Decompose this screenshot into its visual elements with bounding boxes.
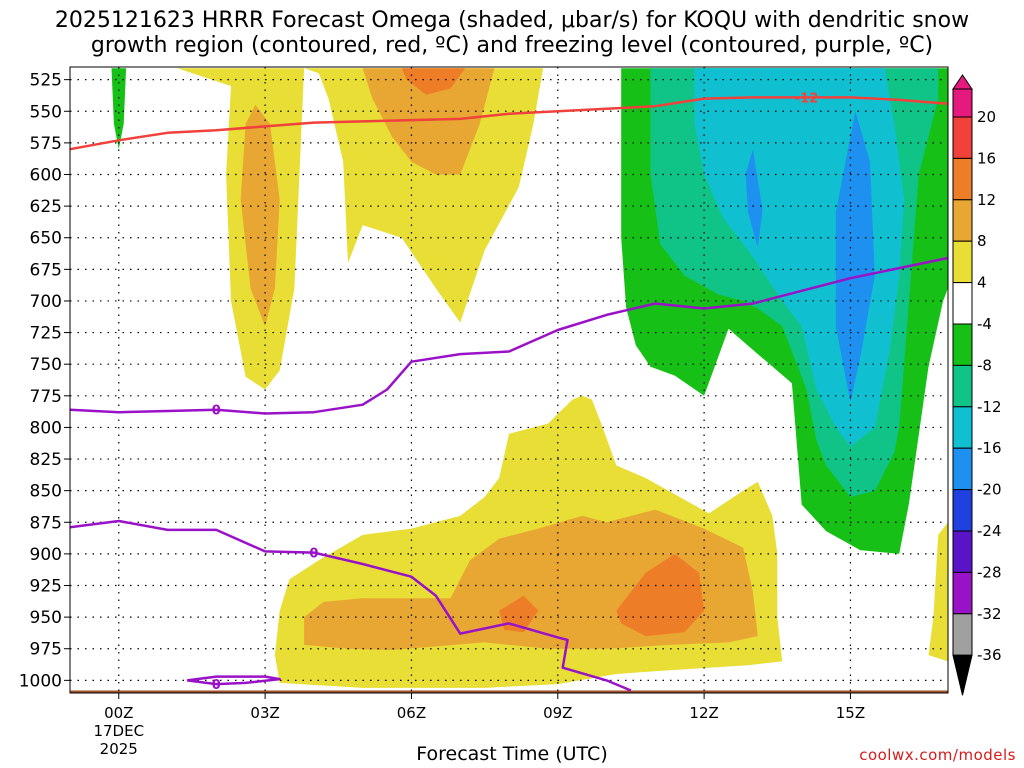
colorbar-tick-10: -24 [977,522,1002,540]
x-axis-label: Forecast Time (UTC) [416,743,608,765]
xtick-label-15Z: 15Z [836,704,865,722]
ytick-label-725: 725 [30,324,62,344]
omega-lt4-region-early [177,68,305,390]
colorbar-tick-0: 20 [977,108,996,126]
colorbar-tick-8: -16 [977,439,1002,457]
ytick-label-900: 900 [30,545,62,565]
xtick-label-09Z: 09Z [543,704,572,722]
chart-title-line2: growth region (contoured, red, ºC) and f… [90,33,934,58]
ytick-label-775: 775 [30,387,62,407]
colorbar-tick-12: -32 [977,605,1002,623]
ytick-label-525: 525 [30,71,62,91]
ytick-label-625: 625 [30,197,62,217]
chart-title-line1: 2025121623 HRRR Forecast Omega (shaded, … [54,8,970,33]
series-line-0 [69,96,949,151]
ytick-label-675: 675 [30,260,62,280]
ytick-label-800: 800 [30,418,62,438]
omega-blue-region-b [835,111,875,403]
series-label-3: 0 [212,678,221,693]
omega-green-streak [111,68,127,150]
ytick-label-700: 700 [30,292,62,312]
ytick-label-750: 750 [30,355,62,375]
colorbar-band-11 [952,571,973,615]
ytick-label-575: 575 [30,134,62,154]
xtick-label-12Z: 12Z [689,704,718,722]
colorbar-band-0 [952,116,973,159]
colorbar-tick-2: 12 [977,191,996,209]
omega-lt8-region-early [240,104,280,327]
ytick-label-550: 550 [30,102,62,122]
omega-lt8-region-mid [362,68,495,175]
xtick-year-label: 2025 [100,740,138,758]
colorbar-band-4 [952,282,973,325]
colorbar-band-3 [952,240,973,284]
colorbar-band-1 [952,157,973,201]
ytick-label-650: 650 [30,229,62,249]
colorbar-tick-1: 16 [977,149,996,167]
colorbar-band-10 [952,530,973,573]
ground-strip [70,690,948,693]
source-credit[interactable]: coolwx.com/models [859,746,1016,764]
omega-shading-layer [111,68,948,688]
ytick-label-850: 850 [30,482,62,502]
xtick-date-label: 17DEC [93,722,144,740]
axis-ticks: 525 550 575 600 625 650 675 700 725 750 775 800 825 8… [19,71,865,758]
ytick-label-950: 950 [30,608,62,628]
colorbar-band-2 [952,199,973,242]
xtick-label-00Z: 00Z [104,704,133,722]
series-label-0: -12 [795,91,819,106]
series-label-2: 0 [309,547,318,562]
colorbar-tick-7: -12 [977,398,1002,416]
colorbar-band-5 [952,323,973,366]
colorbar-tick-11: -28 [977,563,1002,581]
colorbar-tick-9: -20 [977,481,1002,499]
colorbar-tick-3: 8 [977,232,987,250]
colorbar-tick-5: -4 [977,315,992,333]
ytick-label-600: 600 [30,165,62,185]
colorbar-tick-4: 4 [977,274,987,292]
omega-lt4-region-mid [304,68,544,323]
colorbar-top-arrow [952,74,973,90]
series-line-3 [186,675,281,686]
colorbar: 20 16 12 8 4 -4 -8 -12 -16 -20 -24 -28 -32 -36 [952,74,1002,696]
colorbar-band-top [952,88,973,118]
colorbar-tick-6: -8 [977,356,992,374]
series-label-1: 0 [212,404,221,419]
colorbar-band-6 [952,364,973,408]
series-line-2 [69,519,632,692]
ytick-label-875: 875 [30,513,62,533]
ytick-label-825: 825 [30,450,62,470]
omega-lt4-region-edge [928,522,948,662]
series-line-1 [69,256,949,415]
xtick-label-06Z: 06Z [397,704,426,722]
omega-blue-region-a [745,149,763,248]
omega-lt12-region-low-a [616,553,705,637]
xtick-label-03Z: 03Z [250,704,279,722]
plot-frame [69,66,949,694]
colorbar-band-7 [952,406,973,449]
omega-lt12-region-mid [401,68,466,95]
ytick-label-1000: 1000 [19,671,62,691]
ytick-label-925: 925 [30,577,62,597]
contour-lines-layer: -12 0 0 0 [69,91,949,693]
colorbar-band-9 [952,489,973,532]
colorbar-band-12 [952,613,973,656]
ytick-label-975: 975 [30,640,62,660]
colorbar-tick-13: -36 [977,646,1002,664]
colorbar-band-8 [952,447,973,491]
colorbar-bottom-arrow [952,654,973,696]
